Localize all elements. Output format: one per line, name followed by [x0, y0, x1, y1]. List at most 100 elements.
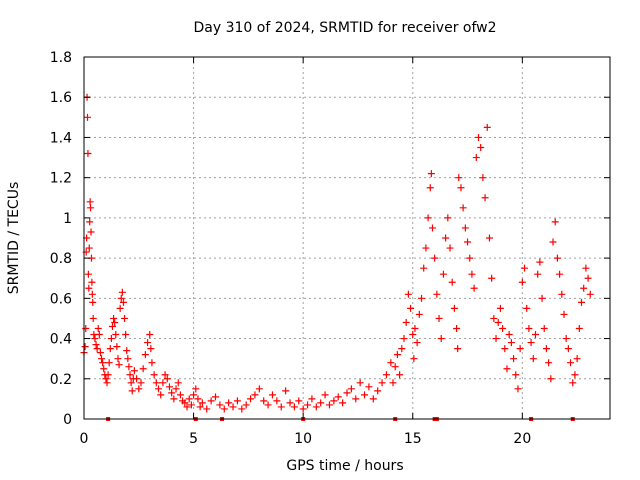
data-point	[176, 391, 184, 399]
data-point	[203, 405, 211, 413]
data-point	[107, 335, 115, 343]
data-point	[110, 314, 118, 322]
data-point	[183, 403, 191, 411]
data-point	[352, 395, 360, 403]
data-point	[273, 397, 281, 405]
data-point	[282, 387, 290, 395]
data-point	[308, 395, 316, 403]
data-point	[114, 355, 122, 363]
data-point	[192, 385, 200, 393]
data-point	[233, 397, 241, 405]
data-point	[378, 379, 386, 387]
data-point	[220, 405, 228, 413]
x-tick-label: 20	[513, 431, 531, 447]
data-point	[116, 304, 124, 312]
data-point	[229, 403, 237, 411]
data-point	[525, 325, 533, 332]
data-point	[503, 365, 511, 373]
data-point	[413, 339, 421, 347]
data-point	[477, 144, 485, 151]
data-point	[542, 345, 550, 353]
data-point	[461, 224, 469, 232]
data-point	[374, 387, 382, 395]
data-point	[87, 228, 95, 236]
data-point	[157, 391, 165, 399]
y-tick-label: 1	[63, 211, 72, 227]
data-point	[198, 399, 206, 407]
data-point	[415, 310, 423, 318]
data-point	[147, 345, 155, 353]
y-tick-label: 1.4	[50, 130, 72, 146]
data-point	[479, 174, 487, 182]
y-axis-label: SRMTID / TECUs	[6, 182, 22, 295]
data-point	[488, 274, 496, 282]
data-point	[512, 371, 520, 379]
data-point	[420, 264, 428, 272]
data-point	[112, 331, 120, 339]
data-point	[454, 345, 462, 353]
data-point	[402, 318, 410, 326]
data-point	[91, 335, 99, 343]
data-point	[551, 218, 559, 226]
data-point	[137, 379, 145, 387]
data-point	[102, 375, 110, 383]
data-point	[317, 399, 325, 407]
data-point	[141, 351, 149, 359]
data-point	[365, 383, 373, 391]
data-point	[159, 379, 167, 387]
data-point	[286, 399, 294, 407]
data-point	[545, 359, 553, 367]
data-point	[135, 385, 143, 393]
data-point	[251, 391, 259, 399]
data-point	[418, 294, 426, 302]
data-point	[347, 385, 355, 393]
data-point	[433, 290, 441, 298]
data-point	[534, 270, 542, 278]
data-point	[103, 379, 111, 387]
data-point	[94, 325, 102, 332]
data-point	[516, 345, 524, 353]
data-point	[277, 403, 285, 411]
data-point	[185, 395, 193, 403]
data-point	[437, 335, 445, 343]
data-point	[121, 314, 129, 322]
x-axis-label: GPS time / hours	[286, 458, 403, 474]
data-point	[547, 375, 555, 383]
data-point	[126, 371, 134, 379]
data-point	[255, 385, 263, 393]
data-point	[99, 359, 107, 367]
data-point	[152, 379, 160, 387]
data-point	[119, 298, 127, 306]
data-point	[457, 184, 465, 192]
data-point	[494, 318, 502, 326]
data-point	[523, 304, 531, 312]
y-tick-label: 0.8	[50, 251, 72, 267]
y-tick-label: 1.6	[50, 90, 72, 106]
data-point	[163, 375, 171, 383]
data-point	[514, 385, 522, 393]
data-point	[330, 397, 338, 405]
data-point	[325, 401, 333, 409]
data-point	[428, 224, 436, 232]
data-point	[453, 325, 461, 332]
data-point	[117, 294, 125, 302]
data-point	[507, 339, 515, 347]
data-point	[510, 355, 518, 363]
data-point	[580, 284, 588, 292]
data-point	[127, 379, 135, 387]
data-point	[181, 399, 189, 407]
data-point	[196, 403, 204, 411]
data-point	[410, 355, 418, 363]
data-point	[549, 238, 557, 246]
data-point	[85, 284, 93, 292]
data-point	[128, 387, 136, 395]
data-point	[427, 170, 435, 178]
data-point	[393, 351, 401, 359]
data-point	[82, 325, 90, 332]
data-point	[161, 371, 169, 379]
chart-title: Day 310 of 2024, SRMTID for receiver ofw…	[193, 20, 496, 36]
y-tick-label: 1.2	[50, 171, 72, 187]
data-point	[150, 371, 158, 379]
data-point	[573, 355, 581, 363]
data-point	[468, 270, 476, 278]
